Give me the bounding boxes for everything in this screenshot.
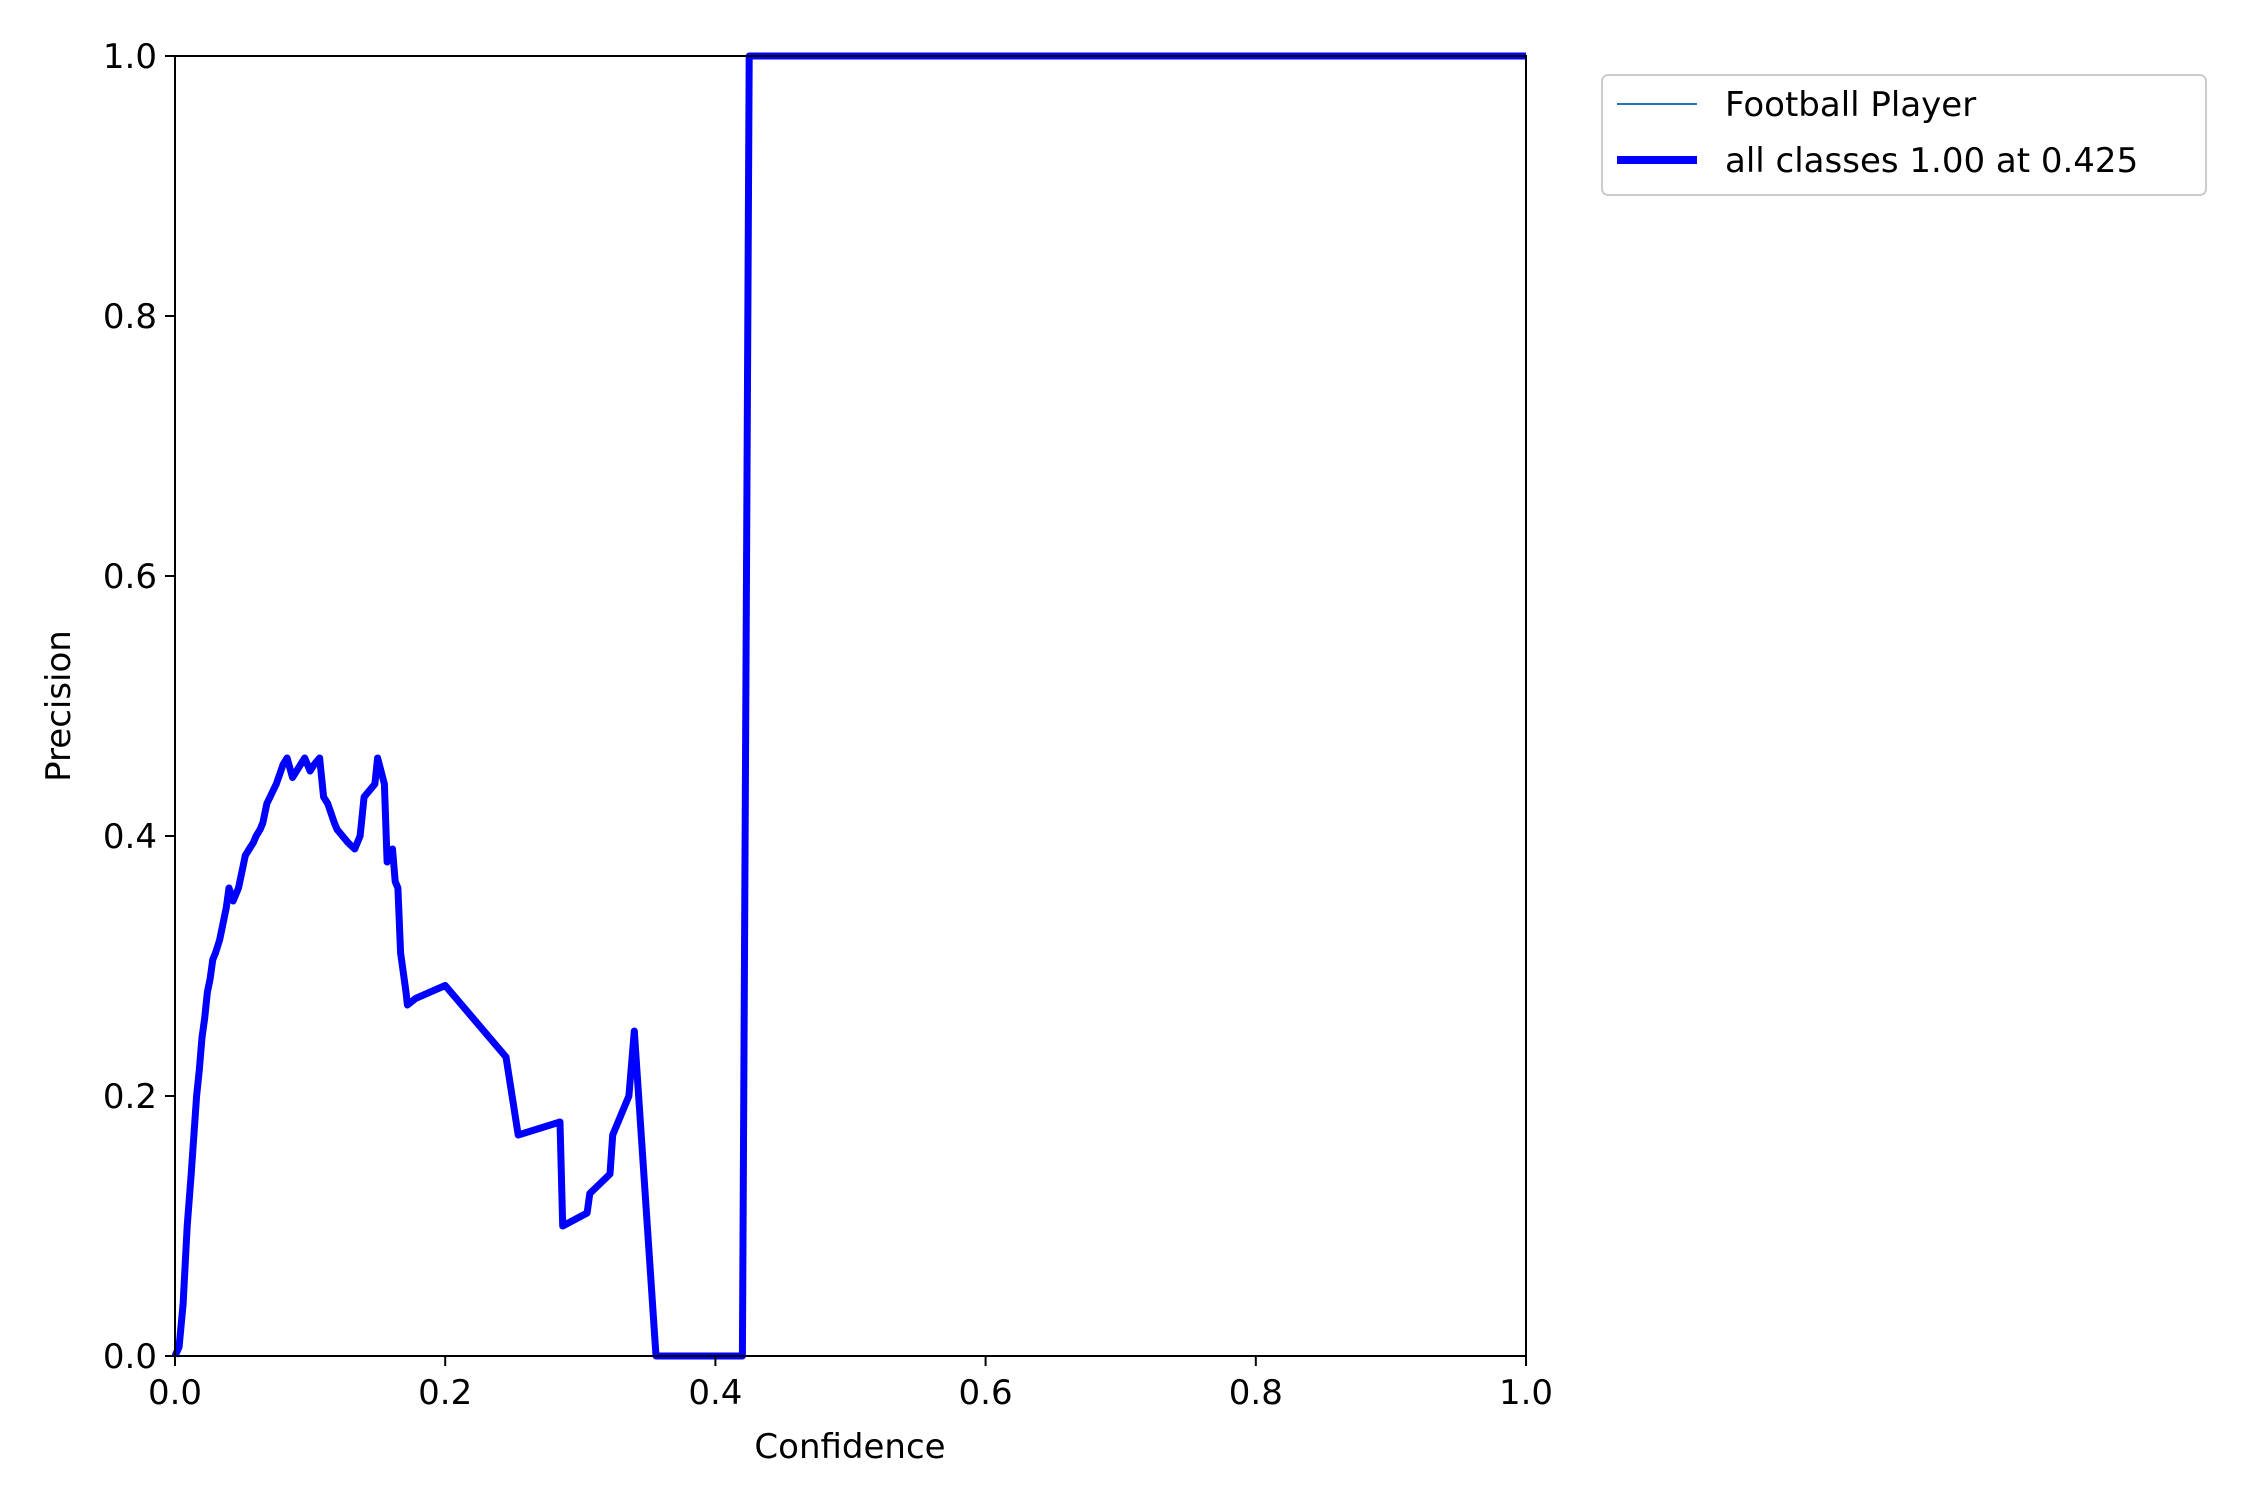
x-tick-label: 0.2 xyxy=(418,1373,472,1413)
y-axis-ticks: 0.0 0.2 0.4 0.6 0.8 1.0 xyxy=(103,37,175,1377)
y-tick-label: 0.0 xyxy=(103,1337,157,1377)
series-layer xyxy=(171,52,1526,1360)
y-tick-label: 0.2 xyxy=(103,1077,157,1117)
series-line-1 xyxy=(171,52,1526,1360)
x-tick-label: 1.0 xyxy=(1499,1373,1553,1413)
y-tick-label: 0.8 xyxy=(103,297,157,337)
y-axis-label: Precision xyxy=(39,630,79,782)
plot-area xyxy=(175,56,1526,1356)
plot-frame xyxy=(174,55,1527,1357)
x-tick-label: 0.0 xyxy=(148,1373,202,1413)
x-axis-label: Confidence xyxy=(754,1427,945,1467)
x-tick-label: 0.4 xyxy=(688,1373,742,1413)
legend: Football Player all classes 1.00 at 0.42… xyxy=(1601,74,2207,196)
legend-box xyxy=(1601,74,2207,196)
x-axis-ticks: 0.0 0.2 0.4 0.6 0.8 1.0 xyxy=(148,1356,1553,1413)
legend-label-all-classes: all classes 1.00 at 0.425 xyxy=(1725,141,2138,181)
x-tick-label: 0.8 xyxy=(1229,1373,1283,1413)
y-tick-label: 1.0 xyxy=(103,37,157,77)
y-tick-label: 0.6 xyxy=(103,557,157,597)
legend-label-football-player: Football Player xyxy=(1725,85,1976,125)
x-tick-label: 0.6 xyxy=(959,1373,1013,1413)
y-tick-label: 0.4 xyxy=(103,817,157,857)
